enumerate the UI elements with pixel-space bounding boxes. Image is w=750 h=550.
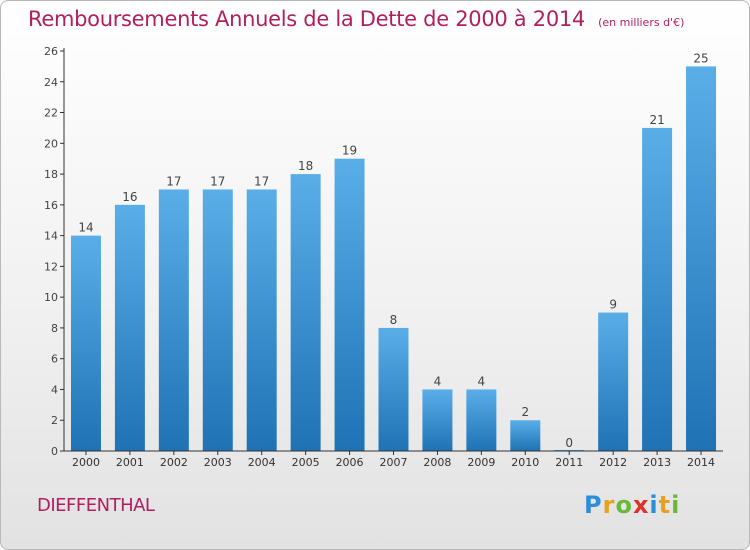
data-label: 17 [210, 174, 225, 188]
data-label: 14 [78, 221, 93, 235]
y-tick-label: 2 [51, 414, 58, 427]
logo-letter: x [632, 491, 650, 519]
y-tick-label: 6 [51, 353, 58, 366]
x-tick-label: 2009 [467, 456, 495, 469]
x-tick-label: 2012 [599, 456, 627, 469]
bar [114, 204, 145, 451]
y-tick-label: 22 [44, 107, 58, 120]
chart-title-text: Remboursements Annuels de la Dette de 20… [28, 7, 585, 31]
data-label: 4 [434, 374, 442, 388]
logo-letter: i [671, 491, 681, 519]
x-tick-label: 2002 [160, 456, 188, 469]
x-tick-label: 2008 [423, 456, 451, 469]
data-label: 9 [609, 298, 617, 312]
y-tick-label: 4 [51, 383, 58, 396]
bar [598, 312, 629, 451]
x-tick-label: 2005 [292, 456, 320, 469]
y-tick-label: 16 [44, 199, 58, 212]
bar [334, 158, 365, 451]
bar [466, 389, 497, 451]
proxiti-logo: Proxiti [584, 491, 680, 519]
y-tick-label: 18 [44, 168, 58, 181]
data-label: 4 [478, 374, 486, 388]
logo-letter: P [584, 491, 603, 519]
data-label: 17 [166, 174, 181, 188]
logo-letter: t [658, 491, 672, 519]
bar [686, 66, 717, 451]
bar [642, 127, 673, 451]
bars-group [70, 66, 717, 452]
data-labels-group: 14 16 17 17 17 18 19 8 4 4 2 0 9 21 25 [78, 51, 708, 450]
y-tick-label: 0 [51, 445, 58, 458]
data-label: 17 [254, 174, 269, 188]
y-tick-label: 24 [44, 76, 58, 89]
bar [246, 189, 277, 451]
data-label: 2 [521, 405, 529, 419]
x-tick-label: 2000 [72, 456, 100, 469]
data-label: 8 [390, 313, 398, 327]
chart-title: Remboursements Annuels de la Dette de 20… [28, 7, 684, 31]
bar [422, 389, 453, 451]
logo-letter: i [649, 491, 659, 519]
data-label: 19 [342, 144, 357, 158]
y-tick-label: 10 [44, 291, 58, 304]
data-label: 16 [122, 190, 137, 204]
x-tick-label: 2006 [336, 456, 364, 469]
x-tick-label: 2011 [555, 456, 583, 469]
bar [510, 420, 541, 451]
x-tick-label: 2013 [643, 456, 671, 469]
data-label: 25 [693, 51, 708, 65]
bar [378, 327, 409, 451]
bar [290, 174, 321, 452]
data-label: 18 [298, 159, 313, 173]
y-tick-label: 20 [44, 137, 58, 150]
x-tick-label: 2010 [511, 456, 539, 469]
x-tick-label: 2001 [116, 456, 144, 469]
y-tick-label: 14 [44, 230, 58, 243]
y-tick-label: 26 [44, 45, 58, 58]
bar [158, 189, 189, 451]
bar [70, 235, 101, 451]
bar [202, 189, 233, 451]
y-tick-label: 12 [44, 260, 58, 273]
logo-letter: o [615, 491, 633, 519]
chart-unit-note: (en milliers d'€) [598, 16, 685, 29]
logo-letter: r [602, 491, 616, 519]
x-tick-label: 2007 [380, 456, 408, 469]
city-name: DIEFFENTHAL [37, 495, 155, 516]
x-tick-label: 2004 [248, 456, 276, 469]
data-label: 0 [565, 436, 573, 450]
x-tick-label: 2014 [687, 456, 715, 469]
data-label: 21 [649, 113, 664, 127]
y-tick-label: 8 [51, 322, 58, 335]
x-tick-label: 2003 [204, 456, 232, 469]
